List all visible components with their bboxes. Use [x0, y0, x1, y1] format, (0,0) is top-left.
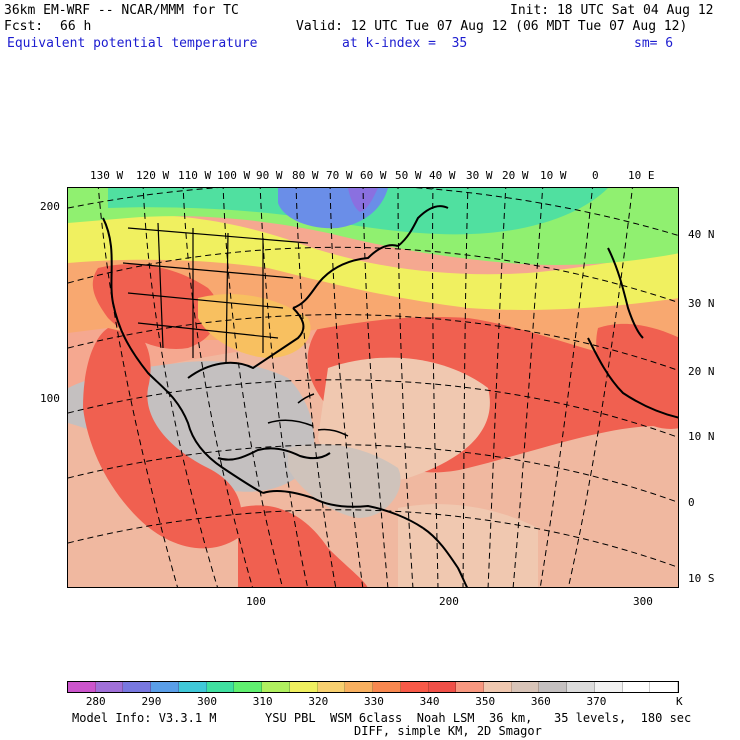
grid-x-label: 100 — [246, 595, 266, 608]
lon-label: 60 W — [360, 169, 387, 182]
color-bar-label: 340 — [419, 695, 440, 708]
color-swatch — [428, 682, 457, 692]
color-swatch — [234, 682, 263, 692]
field-name: Equivalent potential temperature — [7, 36, 258, 51]
mexico-red — [83, 326, 242, 549]
lon-label: 10 E — [628, 169, 655, 182]
state-borders — [122, 222, 309, 364]
color-bar-label: 280 — [85, 695, 106, 708]
color-bar-label: 320 — [308, 695, 329, 708]
color-swatch — [123, 682, 152, 692]
yellow-band — [68, 214, 678, 310]
lat-label: 40 N — [688, 228, 715, 241]
lon-label: 100 W — [217, 169, 251, 182]
color-bar — [67, 681, 679, 693]
color-swatch — [317, 682, 346, 692]
lat-label: 0 — [688, 496, 695, 509]
lon-label: 130 W — [90, 169, 124, 182]
color-bar-label: 300 — [197, 695, 217, 708]
color-swatch — [345, 682, 374, 692]
lon-label: 110 W — [178, 169, 212, 182]
lat-label: 10 S — [688, 572, 715, 585]
color-bar-label: 360 — [530, 695, 551, 708]
color-bar-label: 310 — [252, 695, 273, 708]
color-bar-label: 330 — [364, 695, 384, 708]
color-bar-label: 350 — [475, 695, 496, 708]
lon-label: 10 W — [540, 169, 567, 182]
init-time: Init: 18 UTC Sat 04 Aug 12 — [510, 3, 714, 18]
parallels — [68, 188, 678, 568]
grid-x-label: 300 — [633, 595, 653, 608]
south-atlantic-tan — [398, 504, 538, 587]
color-swatch — [456, 682, 485, 692]
smoothing-info: sm= 6 — [634, 36, 674, 51]
color-bar-unit: K — [676, 695, 683, 708]
color-swatch — [262, 682, 290, 692]
color-swatch — [650, 682, 679, 692]
lon-label: 0 — [592, 169, 599, 182]
diffusion-info: DIFF, simple KM, 2D Smagor — [354, 724, 542, 738]
color-swatch — [622, 682, 651, 692]
color-bar-label: 370 — [586, 695, 607, 708]
color-swatch — [594, 682, 623, 692]
forecast-hour: 66 h — [60, 19, 92, 34]
grid-y-label: 100 — [40, 392, 60, 405]
lat-label: 30 N — [688, 297, 715, 310]
lon-label: 80 W — [292, 169, 319, 182]
lon-label: 40 W — [429, 169, 456, 182]
coastlines — [102, 205, 678, 587]
color-swatch — [484, 682, 512, 692]
level-info: at k-index = 35 — [342, 36, 468, 51]
color-bar-label: 290 — [141, 695, 162, 708]
cold-core — [348, 188, 378, 212]
model-title: 36km EM-WRF -- NCAR/MMM for TC — [4, 3, 239, 18]
color-swatch — [68, 682, 96, 692]
grid-y-label: 200 — [40, 200, 60, 213]
lon-label: 120 W — [136, 169, 170, 182]
lon-label: 20 W — [502, 169, 529, 182]
africa-red — [596, 323, 678, 429]
color-swatch — [511, 682, 540, 692]
lon-label: 90 W — [256, 169, 283, 182]
color-swatch — [151, 682, 179, 692]
lon-label: 30 W — [466, 169, 493, 182]
grid-x-label: 200 — [439, 595, 459, 608]
model-info: Model Info: V3.3.1 M — [72, 711, 217, 725]
color-swatch — [373, 682, 401, 692]
forecast-label: Fcst: — [4, 19, 44, 34]
color-swatch — [400, 682, 429, 692]
grey-patch — [288, 444, 401, 518]
map-panel — [67, 187, 679, 588]
meridians — [97, 188, 633, 587]
lat-label: 20 N — [688, 365, 715, 378]
islands — [267, 393, 349, 437]
south-america-red — [238, 505, 368, 587]
color-swatch — [178, 682, 207, 692]
theta-e-map — [68, 188, 678, 587]
color-swatch — [289, 682, 318, 692]
lat-label: 10 N — [688, 430, 715, 443]
valid-time: Valid: 12 UTC Tue 07 Aug 12 (06 MDT Tue … — [296, 19, 688, 34]
physics-info: YSU PBL WSM 6class Noah LSM 36 km, 35 le… — [265, 711, 692, 725]
lon-label: 70 W — [326, 169, 353, 182]
lon-label: 50 W — [395, 169, 422, 182]
color-swatch — [539, 682, 568, 692]
color-swatch — [95, 682, 124, 692]
color-swatch — [206, 682, 235, 692]
color-swatch — [567, 682, 595, 692]
